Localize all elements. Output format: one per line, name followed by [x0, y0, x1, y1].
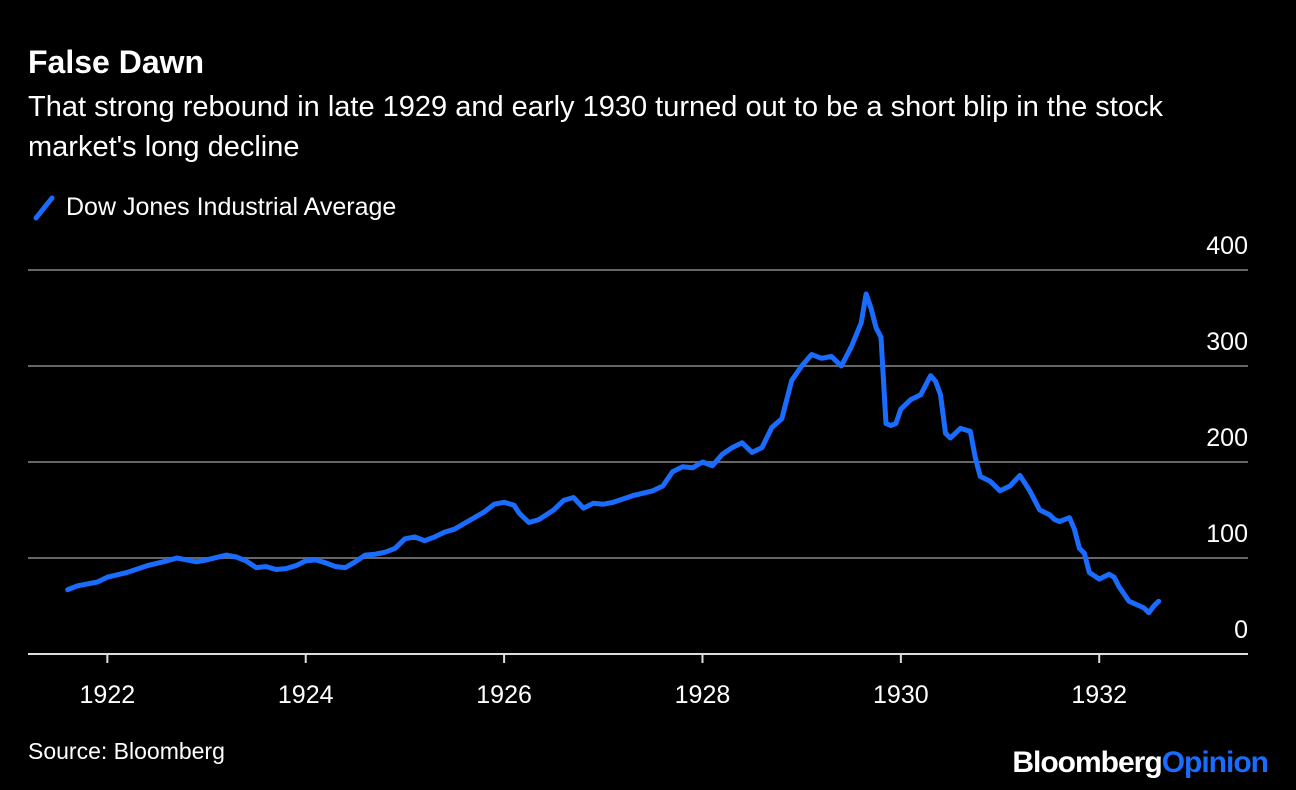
brand: BloombergOpinion — [1012, 746, 1268, 779]
brand-suffix: Opinion — [1162, 746, 1268, 779]
series-line — [65, 291, 1162, 616]
x-tick-label: 1930 — [873, 681, 929, 709]
legend-swatch — [33, 195, 55, 221]
y-tick-label: 100 — [1206, 520, 1248, 548]
y-tick-label: 200 — [1206, 424, 1248, 452]
legend-label: Dow Jones Industrial Average — [66, 193, 396, 221]
x-tick-label: 1926 — [476, 681, 532, 709]
x-tick-label: 1924 — [278, 681, 334, 709]
y-tick-label: 400 — [1206, 232, 1248, 260]
x-tick-label: 1932 — [1071, 681, 1127, 709]
brand-name: Bloomberg — [1012, 746, 1161, 779]
x-tick-label: 1928 — [675, 681, 731, 709]
y-tick-label: 300 — [1206, 328, 1248, 356]
x-tick-label: 1922 — [80, 681, 136, 709]
chart-subtitle: That strong rebound in late 1929 and ear… — [28, 91, 1163, 163]
y-tick-label: 0 — [1234, 616, 1248, 644]
chart-title: False Dawn — [28, 44, 204, 80]
source: Source: Bloomberg — [28, 738, 225, 764]
